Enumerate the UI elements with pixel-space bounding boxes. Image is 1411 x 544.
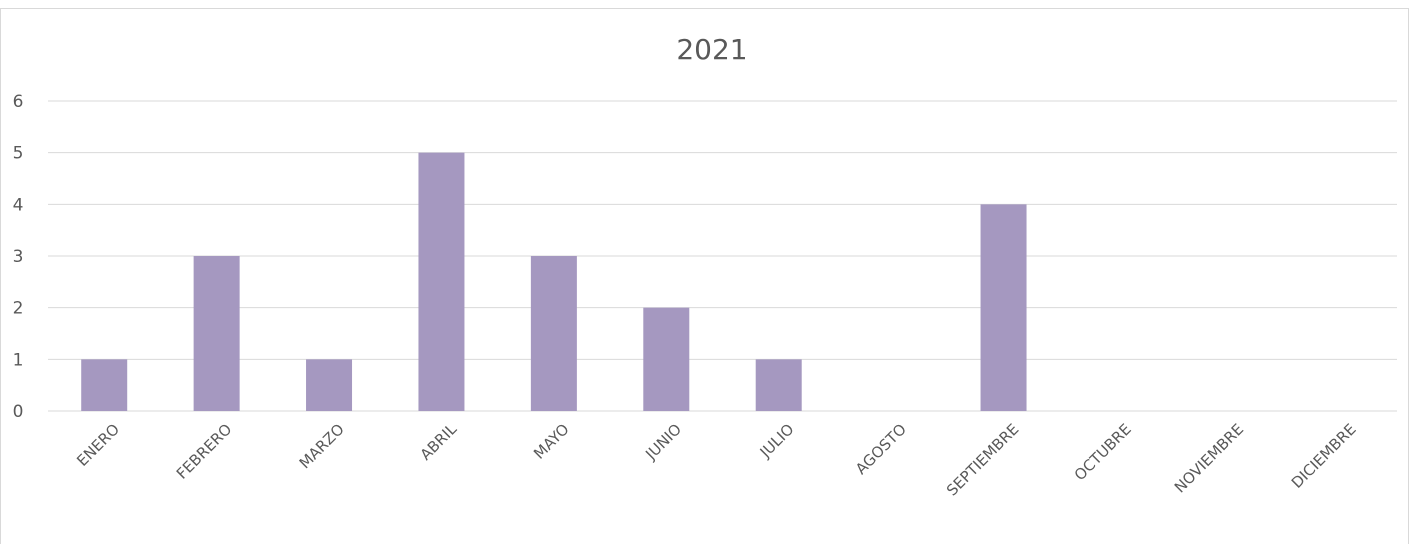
y-tick-label: 4 bbox=[13, 195, 24, 215]
chart-frame bbox=[0, 8, 1409, 544]
x-axis-ticks: ENERO FEBRERO MARZO ABRIL MAYO JUNIO JULIO AGOS… bbox=[73, 420, 1359, 500]
x-tick-label-marzo: MARZO bbox=[296, 420, 348, 472]
y-tick-label: 2 bbox=[13, 299, 24, 319]
y-tick-label: 6 bbox=[13, 92, 24, 112]
x-tick-label-enero: ENERO bbox=[73, 420, 123, 470]
bar-abril bbox=[418, 152, 465, 411]
bar-junio bbox=[643, 307, 690, 411]
bar-septiembre bbox=[980, 204, 1027, 411]
chart-title: 2021 bbox=[676, 33, 747, 66]
bar-julio bbox=[755, 359, 802, 411]
x-tick-label-junio: JUNIO bbox=[641, 420, 685, 464]
x-tick-label-julio: JULIO bbox=[756, 420, 798, 462]
x-tick-label-mayo: MAYO bbox=[530, 420, 573, 463]
bar-febrero bbox=[193, 256, 240, 411]
y-tick-label: 1 bbox=[13, 350, 24, 370]
x-tick-label-septiembre: SEPTIEMBRE bbox=[943, 420, 1022, 499]
x-tick-label-febrero: FEBRERO bbox=[173, 420, 236, 483]
y-axis-ticks: 0 1 2 3 4 5 6 bbox=[13, 92, 24, 422]
x-tick-label-noviembre: NOVIEMBRE bbox=[1171, 420, 1247, 496]
bar-enero bbox=[81, 359, 128, 411]
x-tick-label-diciembre: DICIEMBRE bbox=[1288, 420, 1360, 492]
bar-marzo bbox=[306, 359, 353, 411]
y-tick-label: 0 bbox=[13, 402, 24, 422]
gridlines bbox=[48, 100, 1397, 412]
x-tick-label-agosto: AGOSTO bbox=[852, 420, 910, 478]
y-tick-label: 5 bbox=[13, 144, 24, 164]
y-tick-label: 3 bbox=[13, 247, 24, 267]
x-tick-label-octubre: OCTUBRE bbox=[1071, 420, 1135, 484]
bars bbox=[81, 152, 1027, 411]
bar-mayo bbox=[530, 256, 577, 411]
x-tick-label-abril: ABRIL bbox=[417, 420, 461, 464]
